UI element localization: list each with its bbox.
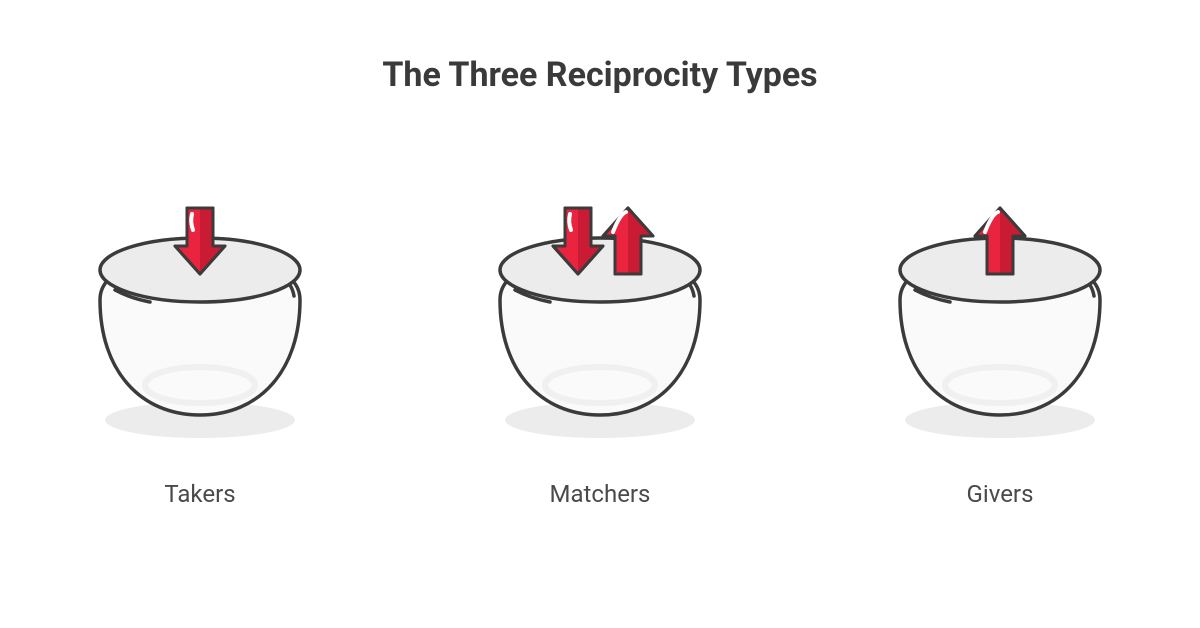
item-label: Takers bbox=[164, 480, 235, 508]
item-label: Givers bbox=[967, 480, 1034, 508]
reciprocity-item: Takers bbox=[70, 190, 330, 508]
item-label: Matchers bbox=[550, 480, 651, 508]
bowl-graphic bbox=[470, 190, 730, 450]
page-title: The Three Reciprocity Types bbox=[382, 55, 817, 95]
reciprocity-item: Givers bbox=[870, 190, 1130, 508]
reciprocity-item: Matchers bbox=[470, 190, 730, 508]
bowl-icon bbox=[500, 238, 700, 438]
bowl-graphic bbox=[70, 190, 330, 450]
items-row: Takers Matchers bbox=[70, 190, 1130, 508]
bowl-graphic bbox=[870, 190, 1130, 450]
